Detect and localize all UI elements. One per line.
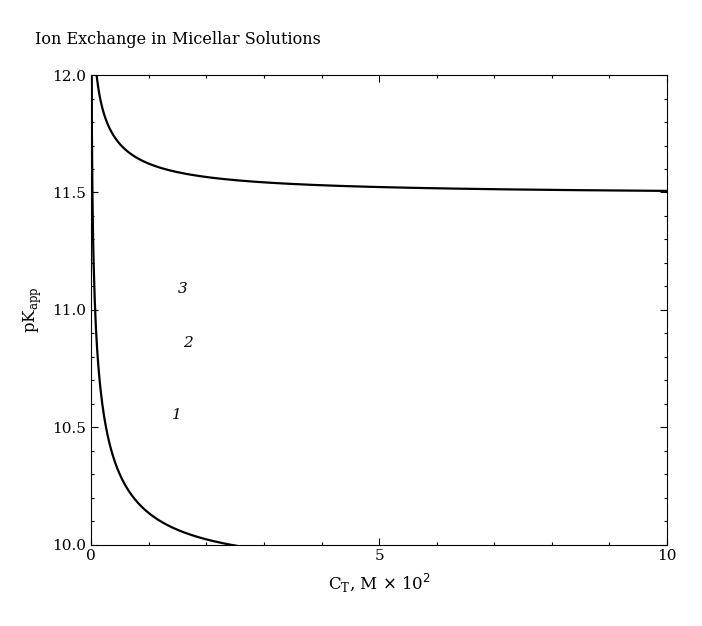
Text: Ion Exchange in Micellar Solutions: Ion Exchange in Micellar Solutions <box>35 31 321 48</box>
Text: 3: 3 <box>178 282 187 297</box>
Text: 1: 1 <box>172 408 182 422</box>
Text: 2: 2 <box>183 336 193 351</box>
Y-axis label: pK$_{\mathregular{app}}$: pK$_{\mathregular{app}}$ <box>22 287 44 333</box>
X-axis label: C$_{\mathregular{T}}$, M $\times$ 10$^{2}$: C$_{\mathregular{T}}$, M $\times$ 10$^{2… <box>328 572 430 595</box>
